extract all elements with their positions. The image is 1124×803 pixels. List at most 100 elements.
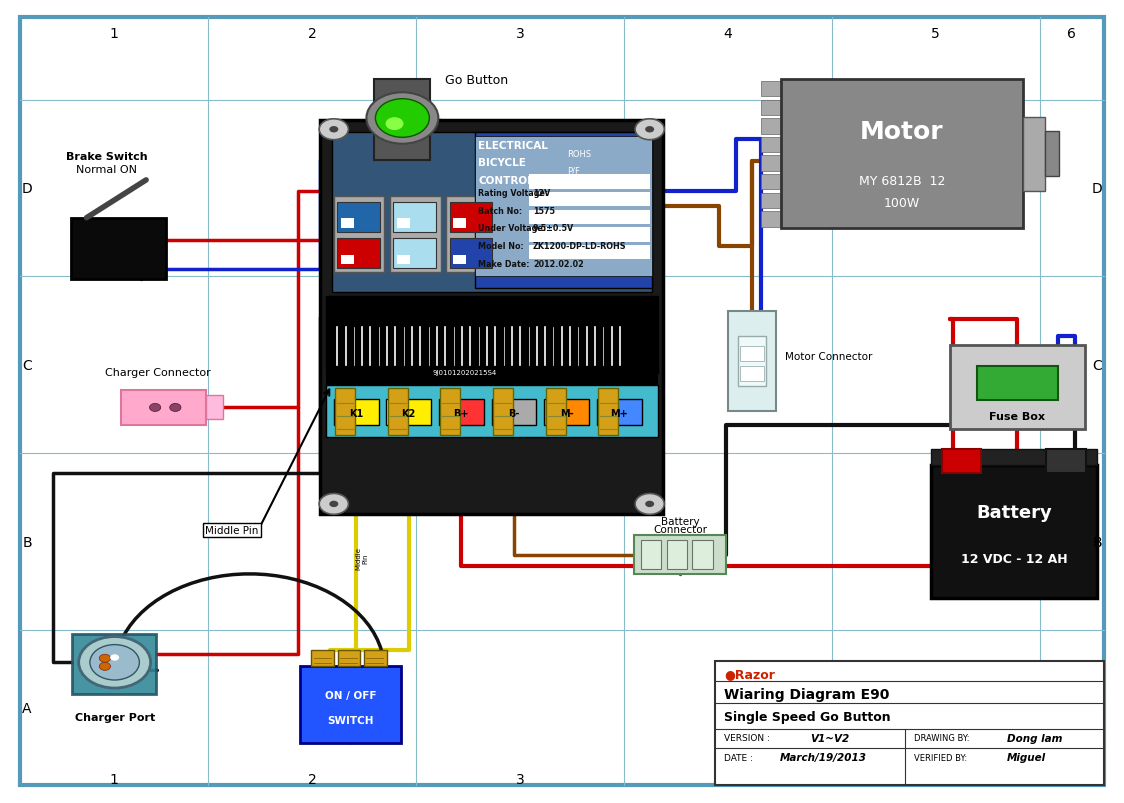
Text: DRAWING BY:: DRAWING BY: [915, 733, 970, 743]
Text: B-: B- [508, 409, 519, 418]
Circle shape [635, 494, 664, 515]
Text: 2: 2 [308, 26, 316, 41]
FancyBboxPatch shape [337, 238, 380, 269]
Circle shape [79, 637, 151, 688]
Text: 12V: 12V [533, 189, 551, 198]
FancyBboxPatch shape [597, 400, 642, 426]
Circle shape [645, 127, 654, 133]
Text: 2: 2 [308, 772, 316, 786]
Text: ELECTRICAL: ELECTRICAL [478, 141, 547, 150]
Text: MY 6812B  12: MY 6812B 12 [859, 175, 945, 188]
Text: Single Speed Go Button: Single Speed Go Button [724, 711, 890, 724]
Text: B: B [22, 535, 31, 549]
Text: Go Button: Go Button [445, 74, 508, 87]
FancyBboxPatch shape [761, 175, 781, 190]
FancyBboxPatch shape [598, 389, 618, 435]
Text: Battery: Battery [976, 503, 1052, 521]
Text: 1575: 1575 [533, 206, 555, 215]
FancyBboxPatch shape [390, 197, 441, 273]
Text: 3: 3 [516, 772, 524, 786]
Circle shape [319, 494, 348, 515]
FancyBboxPatch shape [374, 80, 430, 161]
FancyBboxPatch shape [942, 450, 981, 474]
FancyBboxPatch shape [364, 650, 387, 666]
FancyBboxPatch shape [492, 389, 513, 435]
Text: D: D [21, 181, 33, 196]
Text: 6: 6 [1068, 772, 1076, 786]
FancyBboxPatch shape [931, 450, 1097, 466]
Text: A: A [1093, 701, 1102, 715]
Text: M-: M- [560, 409, 573, 418]
FancyBboxPatch shape [474, 137, 652, 277]
Text: K2: K2 [401, 409, 416, 418]
FancyBboxPatch shape [341, 255, 354, 265]
Text: 9.5±0.5V: 9.5±0.5V [533, 224, 574, 233]
FancyBboxPatch shape [326, 373, 658, 397]
Circle shape [170, 404, 181, 412]
FancyBboxPatch shape [474, 132, 652, 289]
Text: C: C [22, 358, 31, 373]
Text: Motor: Motor [860, 120, 944, 145]
FancyBboxPatch shape [740, 347, 764, 361]
FancyBboxPatch shape [206, 396, 223, 420]
FancyBboxPatch shape [397, 219, 410, 229]
Text: Model No:: Model No: [478, 242, 524, 251]
Text: ZK1200-DP-LD-ROHS: ZK1200-DP-LD-ROHS [533, 242, 626, 251]
FancyBboxPatch shape [388, 389, 408, 435]
Text: D: D [1091, 181, 1103, 196]
FancyBboxPatch shape [1046, 450, 1086, 474]
Text: Make Date:: Make Date: [478, 259, 529, 268]
Circle shape [375, 100, 429, 138]
Text: ROHS: ROHS [568, 150, 591, 159]
FancyBboxPatch shape [950, 345, 1085, 430]
Text: Wiaring Diagram E90: Wiaring Diagram E90 [724, 687, 889, 702]
Text: 4: 4 [724, 772, 732, 786]
FancyBboxPatch shape [641, 540, 661, 569]
Text: 1: 1 [110, 26, 118, 41]
Text: 5: 5 [932, 772, 940, 786]
FancyBboxPatch shape [1045, 132, 1059, 177]
Text: Charger Port: Charger Port [74, 712, 155, 722]
Text: A: A [22, 701, 31, 715]
Circle shape [386, 118, 404, 131]
Text: ●Razor: ●Razor [724, 667, 774, 680]
FancyBboxPatch shape [931, 466, 1097, 598]
FancyBboxPatch shape [761, 157, 781, 172]
Circle shape [149, 404, 161, 412]
Text: V1~V2: V1~V2 [810, 733, 850, 743]
Text: 2012.02.02: 2012.02.02 [533, 259, 583, 268]
FancyBboxPatch shape [397, 255, 410, 265]
Text: 5: 5 [932, 26, 940, 41]
FancyBboxPatch shape [387, 400, 432, 426]
FancyBboxPatch shape [761, 119, 781, 134]
Text: Rating Voltage:: Rating Voltage: [478, 189, 549, 198]
FancyBboxPatch shape [72, 634, 156, 695]
FancyBboxPatch shape [761, 82, 781, 97]
Text: 12 VDC - 12 AH: 12 VDC - 12 AH [961, 552, 1067, 565]
Text: M+: M+ [610, 409, 628, 418]
FancyBboxPatch shape [320, 120, 663, 514]
FancyBboxPatch shape [544, 400, 589, 426]
FancyBboxPatch shape [332, 132, 652, 293]
Circle shape [110, 654, 119, 661]
Text: CONTROLLER: CONTROLLER [478, 176, 555, 185]
FancyBboxPatch shape [761, 194, 781, 209]
FancyBboxPatch shape [529, 228, 650, 243]
Circle shape [329, 127, 338, 133]
FancyBboxPatch shape [300, 666, 401, 743]
FancyBboxPatch shape [761, 212, 781, 227]
Text: Battery: Battery [661, 516, 699, 526]
Text: Batch No:: Batch No: [478, 206, 523, 215]
Circle shape [319, 120, 348, 141]
Text: 100W: 100W [883, 197, 921, 210]
FancyBboxPatch shape [446, 197, 497, 273]
Text: Normal ON: Normal ON [76, 165, 137, 175]
FancyBboxPatch shape [453, 219, 466, 229]
FancyBboxPatch shape [529, 246, 650, 260]
FancyBboxPatch shape [450, 202, 492, 233]
FancyBboxPatch shape [20, 18, 1104, 785]
Text: ON / OFF: ON / OFF [325, 691, 377, 700]
FancyBboxPatch shape [545, 389, 565, 435]
FancyBboxPatch shape [450, 238, 492, 269]
Text: C: C [1093, 358, 1102, 373]
